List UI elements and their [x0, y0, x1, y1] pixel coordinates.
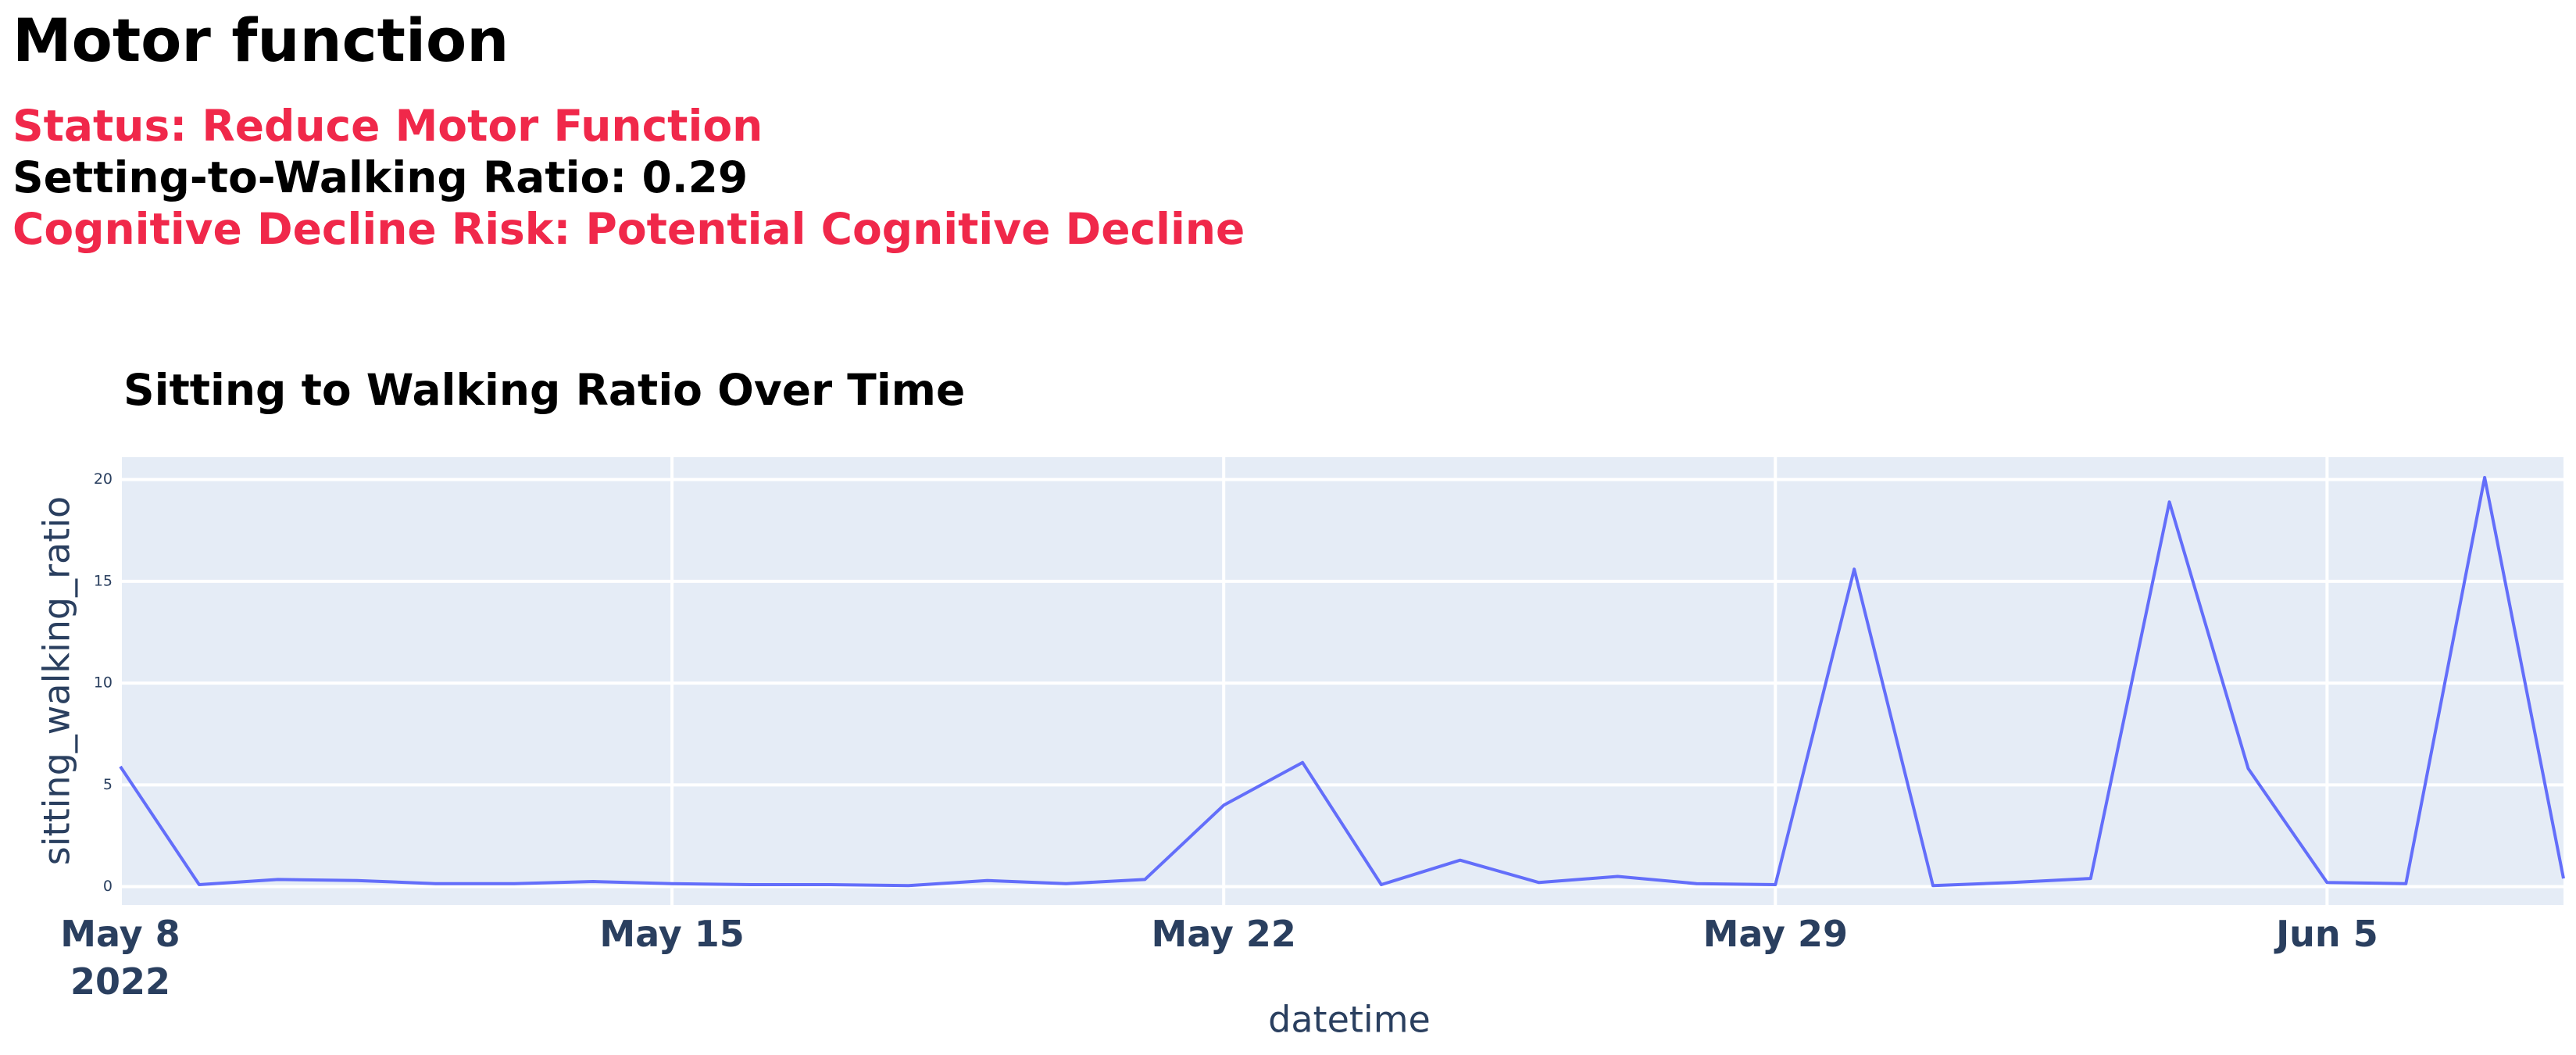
- x-tick-label: May 15: [599, 913, 744, 955]
- y-tick-label: 20: [94, 470, 113, 488]
- x-tick-label: May 29: [1703, 913, 1848, 955]
- status-line: Cognitive Decline Risk: Potential Cognit…: [13, 204, 1245, 254]
- x-tick-label: May 22: [1151, 913, 1295, 955]
- status-line: Setting-to-Walking Ratio: 0.29: [13, 152, 748, 202]
- plot-background: [120, 457, 2563, 905]
- y-tick-label: 15: [94, 572, 113, 589]
- y-tick-label: 0: [103, 878, 113, 895]
- y-tick-label: 10: [94, 674, 113, 692]
- x-tick-label: May 8 2022: [60, 913, 180, 1003]
- y-axis-title: sitting_walking_ratio: [36, 496, 78, 865]
- page-title: Motor function: [13, 5, 509, 75]
- x-tick-label: Jun 5: [2274, 913, 2378, 955]
- status-line: Status: Reduce Motor Function: [13, 101, 763, 151]
- x-axis-title: datetime: [1268, 999, 1431, 1041]
- data-line: [119, 476, 2565, 888]
- y-tick-label: 5: [103, 776, 113, 793]
- chart-title: Sitting to Walking Ratio Over Time: [123, 365, 965, 415]
